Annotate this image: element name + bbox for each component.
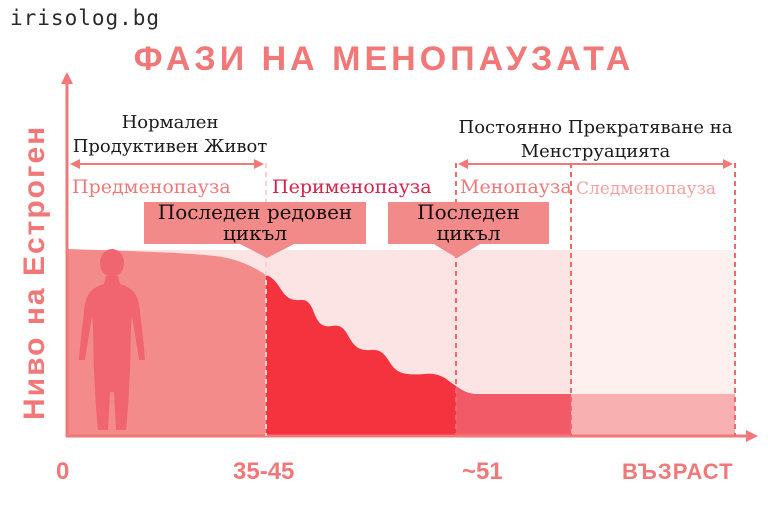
callout-last-regular-line-1: Последен редовен	[157, 200, 353, 224]
note-permanent-line-2: Менструацията	[520, 141, 671, 162]
diagram-title: ФАЗИ НА МЕНОПАУЗАТА	[133, 40, 635, 78]
phase-premenopause: Предменопауза	[72, 176, 231, 198]
phase-menopause: Менопауза	[460, 176, 572, 198]
span-arrow-permanent	[458, 159, 733, 169]
area-perimenopause	[266, 275, 456, 436]
note-normal-line-2: Продуктивен Живот	[72, 136, 268, 157]
note-permanent-line-1: Постоянно Прекратяване на	[458, 117, 733, 138]
area-postmenopause	[571, 394, 735, 436]
site-name: irisolog.bg	[10, 6, 161, 30]
span-arrow-normal	[70, 159, 264, 169]
note-normal-life: Нормален Продуктивен Живот	[70, 111, 270, 159]
x-axis-label: ВЪЗРАСТ	[622, 459, 734, 484]
tick-51: ~51	[462, 458, 503, 485]
tick-35-45: 35-45	[233, 458, 295, 485]
note-normal-line-1: Нормален	[121, 112, 219, 133]
phase-perimenopause: Перименопауза	[272, 176, 432, 198]
woman-silhouette-icon	[79, 249, 145, 430]
callout-last-line-2: цикъл	[436, 221, 501, 245]
tick-0: 0	[56, 458, 70, 485]
callout-last-regular-line-2: цикъл	[222, 221, 288, 245]
callout-last-line-1: Последен	[417, 200, 520, 224]
callout-pointer-last-regular	[238, 243, 296, 258]
callout-last-cycle: Последен цикъл	[388, 202, 549, 244]
x-axis-arrow	[746, 430, 758, 442]
note-permanent-stop: Постоянно Прекратяване на Менструацията	[448, 116, 743, 164]
callout-pointer-last	[432, 243, 482, 258]
y-axis-arrow	[61, 72, 73, 84]
area-menopause	[456, 386, 571, 436]
phase-postmenopause: Следменопауза	[576, 179, 717, 199]
callout-last-regular-cycle: Последен редовен цикъл	[144, 202, 366, 244]
